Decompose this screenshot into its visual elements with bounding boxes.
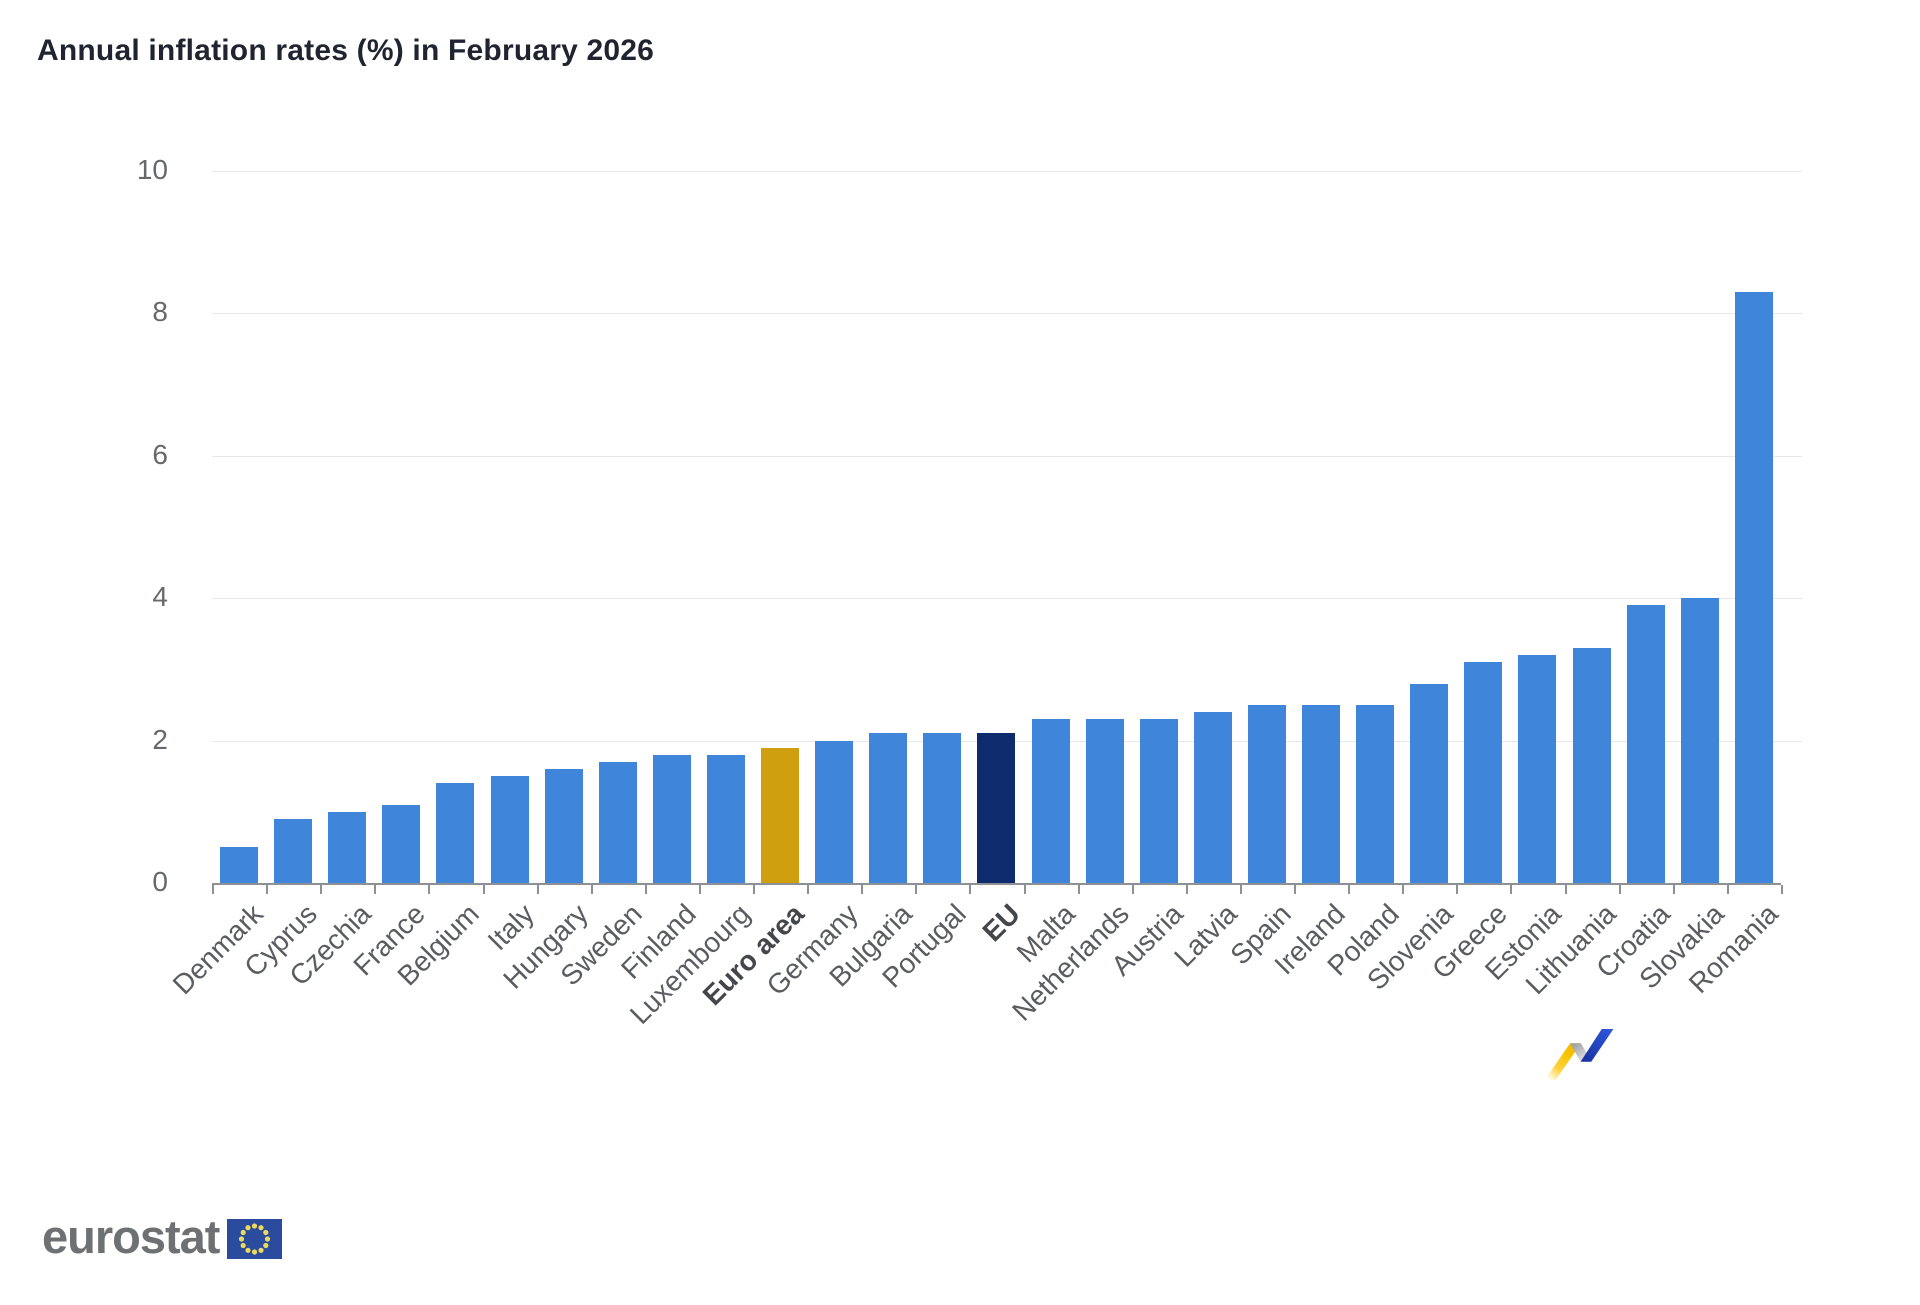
eu-flag-star [265,1236,271,1242]
x-axis-tick [1131,885,1134,894]
x-axis-tick [1618,885,1621,894]
eu-flag-icon [227,1219,283,1264]
x-axis-tick [1672,885,1675,894]
x-axis-line [212,883,1781,885]
bar-luxembourg[interactable] [706,754,745,883]
y-axis-tick-label: 4 [152,581,168,613]
bar-croatia[interactable] [1626,605,1665,883]
bar-denmark[interactable] [220,847,259,883]
x-axis-tick [1023,885,1026,894]
eu-flag-star [245,1225,252,1231]
x-axis-tick [320,885,323,894]
gridline-4 [212,598,1802,600]
eu-flag-star [263,1229,269,1236]
x-axis-tick [212,885,214,894]
bar-poland[interactable] [1356,705,1395,883]
x-axis-tick [698,885,701,894]
bar-lithuania[interactable] [1572,648,1611,883]
bar-estonia[interactable] [1518,655,1557,883]
bar-ireland[interactable] [1302,705,1341,883]
bar-finland[interactable] [652,754,691,883]
x-axis-tick [1456,885,1459,894]
x-axis-tick [969,885,972,894]
eurostat-logo: eurostat [42,1210,283,1264]
bar-romania[interactable] [1734,292,1773,883]
chart-title: Annual inflation rates (%) in February 2… [37,34,655,67]
eu-flag-star [245,1247,252,1253]
bar-latvia[interactable] [1193,712,1232,883]
gridline-6 [212,455,1802,457]
eu-flag-star [252,1249,258,1255]
eu-flag-star [258,1225,265,1231]
x-axis-tick [590,885,593,894]
bar-netherlands[interactable] [1085,719,1124,883]
eurostat-logo-text: eurostat [42,1210,220,1263]
ribbon-yellow-band [1544,1043,1581,1081]
y-axis-tick-label: 8 [152,296,168,328]
x-axis-tick [536,885,539,894]
bar-cyprus[interactable] [274,818,313,883]
eu-flag-star [252,1223,258,1229]
x-axis-tick [374,885,377,894]
x-axis-tick [1077,885,1080,894]
x-axis-tick [1510,885,1513,894]
bar-greece[interactable] [1464,662,1503,883]
y-axis-tick-label: 0 [152,866,168,897]
bar-slovakia[interactable] [1680,598,1719,883]
bar-hungary[interactable] [544,769,583,883]
x-axis-tick [1402,885,1405,894]
ribbon-blue-band [1580,1029,1614,1062]
bar-sweden[interactable] [598,761,637,883]
eurostat-ribbon-logo [1540,1020,1920,1305]
x-axis-tick [1294,885,1296,894]
bar-spain[interactable] [1247,705,1286,883]
bar-belgium[interactable] [436,783,475,883]
x-axis-tick [1185,885,1188,894]
eu-flag-star [241,1229,247,1236]
x-axis-tick [807,885,810,894]
x-axis-tick [1239,885,1242,894]
eu-flag-star [263,1242,269,1249]
eu-flag-star [258,1247,265,1253]
bar-italy[interactable] [490,776,529,883]
x-axis-tick [753,885,755,894]
eu-flag-star [241,1242,247,1249]
bar-portugal[interactable] [923,733,962,883]
gridline-10 [212,171,1802,172]
gridline-8 [212,313,1802,315]
x-axis-tick [915,885,918,894]
x-axis-tick [1348,885,1351,894]
x-axis-tick [1564,885,1567,894]
bar-austria[interactable] [1139,719,1178,883]
eu-flag-star [239,1236,245,1242]
bar-euro-area[interactable] [761,747,800,883]
x-axis-tick [644,885,647,894]
bar-bulgaria[interactable] [869,733,908,883]
bar-malta[interactable] [1031,719,1070,883]
x-axis-tick [1780,885,1783,894]
x-axis-tick [861,885,864,894]
x-axis-tick [1726,885,1729,894]
bar-czechia[interactable] [328,811,367,883]
x-axis-tick [482,885,485,894]
bar-slovenia[interactable] [1410,683,1449,883]
bar-france[interactable] [382,804,421,883]
y-axis-tick-label: 10 [136,154,168,185]
x-axis-tick [266,885,269,894]
bar-germany[interactable] [815,740,854,883]
bar-eu[interactable] [977,733,1016,883]
x-axis-tick [428,885,431,894]
y-axis-tick-label: 6 [152,438,168,470]
y-axis-tick-label: 2 [152,723,168,755]
